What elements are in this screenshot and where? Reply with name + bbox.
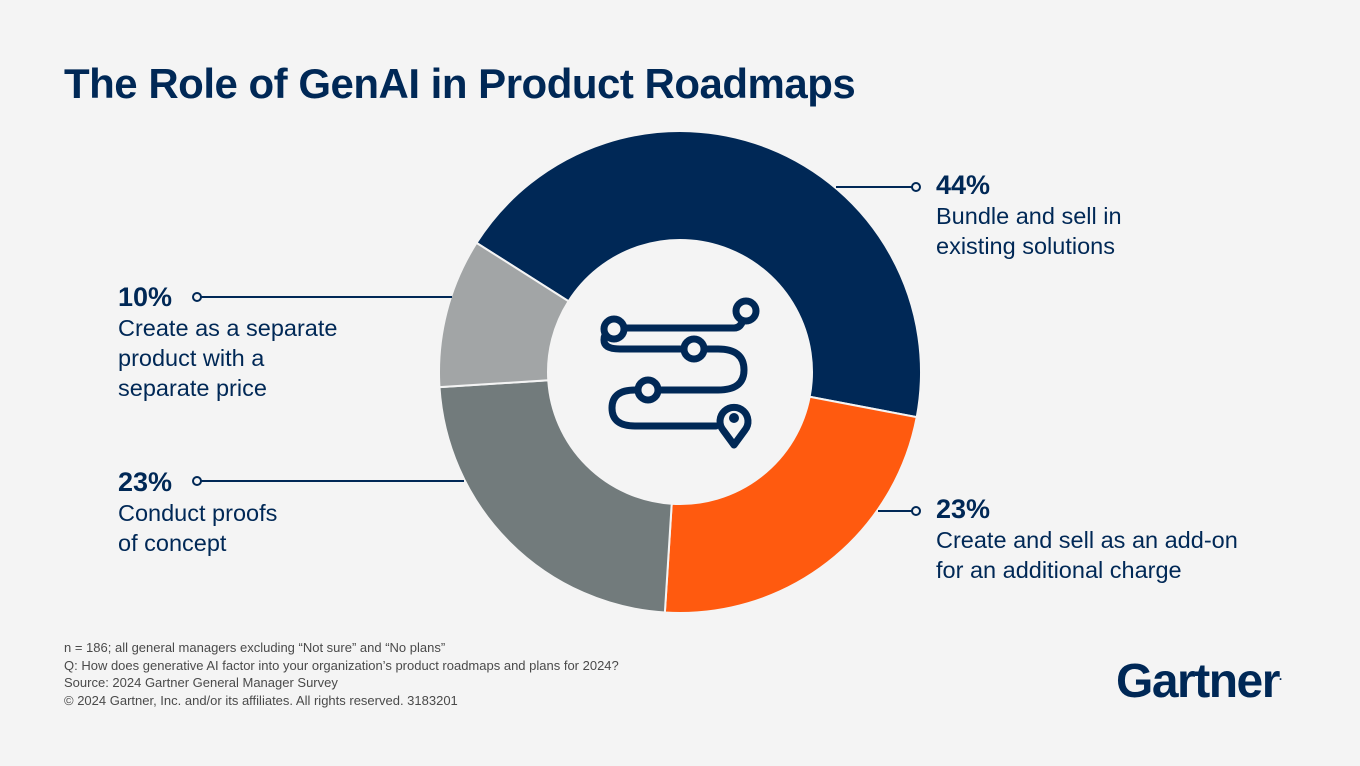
donut-slice bbox=[475, 130, 922, 419]
leader-dot bbox=[192, 292, 202, 302]
donut-slice bbox=[438, 241, 570, 389]
leader-dot bbox=[192, 476, 202, 486]
logo-text: Gartner bbox=[1116, 655, 1280, 708]
label-addon-line: for an additional charge bbox=[936, 557, 1182, 583]
label-poc-line: Conduct proofs bbox=[118, 500, 278, 526]
label-bundle: 44% Bundle and sell in existing solution… bbox=[936, 170, 1122, 261]
page-title: The Role of GenAI in Product Roadmaps bbox=[64, 60, 856, 107]
label-separate-line: Create as a separate bbox=[118, 315, 338, 341]
gartner-logo: Gartner. bbox=[1116, 654, 1282, 709]
donut-slices bbox=[438, 130, 922, 614]
label-addon-line: Create and sell as an add-on bbox=[936, 527, 1238, 553]
leader-lines bbox=[192, 182, 921, 516]
label-bundle-line: Bundle and sell in bbox=[936, 203, 1122, 229]
label-bundle-line: existing solutions bbox=[936, 233, 1115, 259]
label-separate-line: separate price bbox=[118, 375, 267, 401]
waypoint-dot bbox=[732, 297, 760, 325]
footnote-question: Q: How does generative AI factor into yo… bbox=[64, 657, 619, 673]
logo-mark: . bbox=[1278, 669, 1283, 683]
roadmap-path-icon bbox=[600, 297, 760, 449]
leader-dot bbox=[911, 506, 921, 516]
footnotes: n = 186; all general managers excluding … bbox=[64, 639, 619, 709]
donut-slice bbox=[663, 395, 918, 614]
label-poc-line: of concept bbox=[118, 530, 227, 556]
label-addon-pct: 23% bbox=[936, 494, 991, 524]
road-segment bbox=[616, 312, 748, 332]
label-separate-line: product with a bbox=[118, 345, 265, 371]
footnote-copyright: © 2024 Gartner, Inc. and/or its affiliat… bbox=[64, 692, 458, 708]
label-poc-pct: 23% bbox=[118, 467, 173, 497]
footnote-source: Source: 2024 Gartner General Manager Sur… bbox=[64, 675, 338, 690]
footnote-sample: n = 186; all general managers excluding … bbox=[64, 640, 446, 655]
map-pin-icon bbox=[716, 403, 752, 449]
label-poc: 23% Conduct proofs of concept bbox=[118, 467, 277, 558]
road-segment bbox=[600, 324, 748, 430]
label-separate: 10% Create as a separate product with a … bbox=[118, 282, 337, 403]
waypoint-dot bbox=[634, 376, 662, 404]
label-separate-pct: 10% bbox=[118, 282, 173, 312]
label-addon: 23% Create and sell as an add-on for an … bbox=[936, 494, 1238, 585]
donut-slice bbox=[438, 379, 673, 614]
leader-dot bbox=[911, 182, 921, 192]
map-pin-dot bbox=[729, 413, 739, 423]
waypoint-dot bbox=[680, 335, 708, 363]
label-bundle-pct: 44% bbox=[936, 170, 991, 200]
waypoint-dot bbox=[600, 315, 628, 343]
